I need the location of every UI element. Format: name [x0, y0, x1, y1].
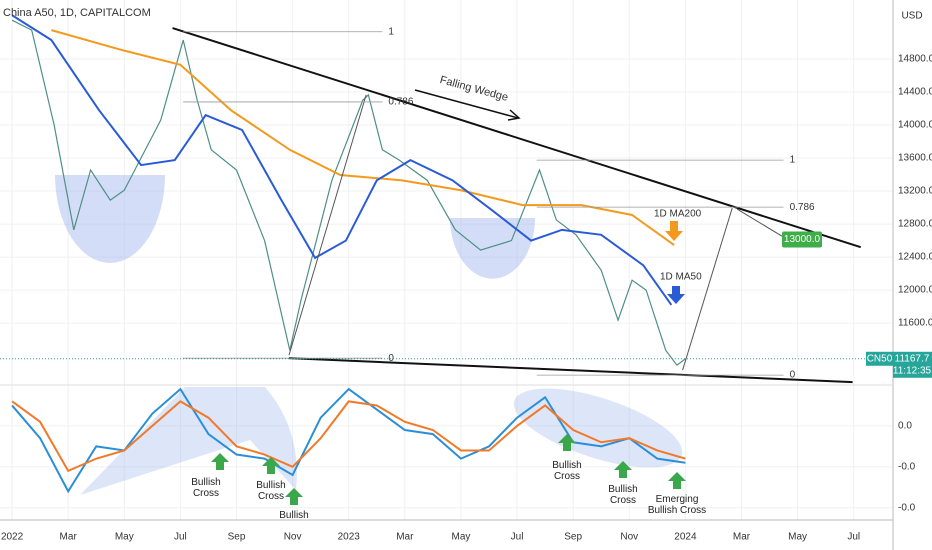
projection [288, 94, 367, 356]
x-tick-label: 2023 [338, 532, 361, 543]
x-tick-label: Mar [396, 532, 414, 543]
trendline [172, 27, 862, 249]
macd-zone [513, 388, 683, 468]
arrow-icon [262, 457, 280, 474]
target-box [782, 231, 822, 248]
annotation: Bullish [254, 510, 334, 521]
annotation-text: Bullish Cross [608, 484, 638, 506]
annotation: Bullish Cross [231, 480, 311, 502]
annotation-text: Bullish Cross [191, 477, 221, 499]
axes-layer: 2022 Mar May Jul Sep Nov 2023 Mar May Jul Sep Nov 20… [1, 54, 932, 543]
chart-title: China A50, 1D, CAPITALCOM [3, 7, 151, 19]
y-tick-label: 12800.0 [898, 219, 932, 230]
grid-layer [0, 0, 893, 520]
y-tick-label: 12400.0 [898, 252, 932, 263]
annotation: Bullish Cross [527, 460, 607, 482]
y2-tick-label: -0.0 [898, 502, 916, 513]
y-tick-label: 14400.0 [898, 87, 932, 98]
ma-label: 1D MA200 [654, 209, 702, 220]
arrow-icon [211, 453, 229, 470]
series-line [11, 14, 673, 306]
arrow-icon [614, 461, 632, 478]
price-label: 11:12:35 [893, 365, 932, 376]
macd-zone [80, 387, 297, 495]
trendline [288, 357, 853, 384]
target-label: 13000.0 [784, 234, 821, 245]
y2-tick-label: -0.0 [898, 461, 916, 472]
y-tick-label: 13600.0 [898, 153, 932, 164]
x-tick-label: Sep [564, 532, 582, 543]
fib-label: 0.786 [388, 97, 413, 108]
annotation-text: Bullish Cross [256, 480, 286, 502]
fib-label: 0 [790, 370, 796, 381]
x-tick-label: Mar [733, 532, 751, 543]
annotation-text: Emerging Bullish Cross [647, 494, 707, 516]
arrow-icon [285, 488, 303, 505]
arrow-icon [558, 434, 576, 451]
projection [682, 207, 733, 371]
y-tick-label: 14000.0 [898, 120, 932, 131]
price-axis-bg [893, 0, 932, 550]
fib-label: 1 [790, 155, 796, 166]
x-tick-label: 2022 [1, 532, 24, 543]
x-tick-label: May [788, 532, 807, 543]
fib-label: 1 [388, 26, 394, 37]
annotation: Emerging Bullish Cross [637, 494, 717, 516]
marks-layer: 1 0.786 0 1 0.786 0 13000.0 [0, 14, 893, 494]
arrow-icon [668, 472, 686, 489]
x-tick-label: Nov [284, 532, 302, 543]
y2-tick-label: 0.0 [898, 421, 912, 432]
x-tick-label: Nov [620, 532, 638, 543]
fib-label: 0 [388, 353, 394, 364]
price-label: CN50 [867, 353, 893, 364]
price-box [893, 351, 932, 378]
x-tick-label: 2024 [674, 532, 697, 543]
symbol-box [866, 351, 893, 366]
y-tick-label: 13200.0 [898, 186, 932, 197]
cup-shape [450, 218, 535, 279]
arrow-head [507, 109, 521, 121]
annotation-text: Bullish [279, 510, 309, 521]
x-tick-label: Sep [228, 532, 246, 543]
annotation: Bullish Cross [180, 477, 260, 499]
x-tick-label: Jul [174, 532, 187, 543]
x-tick-label: Jul [847, 532, 860, 543]
ma-label: 1D MA50 [660, 272, 702, 283]
x-tick-label: Jul [511, 532, 524, 543]
currency: USD [901, 11, 922, 22]
arrow-icon [665, 221, 683, 241]
y-tick-label: 14800.0 [898, 54, 932, 65]
price-label: 11167.7 [895, 353, 930, 364]
annotation: Bullish Cross [583, 484, 663, 506]
green-arrows [211, 434, 686, 505]
y-tick-label: 12000.0 [898, 285, 932, 296]
series-line [11, 400, 686, 473]
arrow-icon [667, 286, 685, 304]
x-tick-label: May [451, 532, 470, 543]
y-tick-label: 11600.0 [898, 318, 932, 329]
x-tick-label: Mar [60, 532, 78, 543]
annotation-text: Bullish Cross [552, 460, 582, 482]
fib-label: 0.786 [790, 202, 815, 213]
x-tick-label: May [115, 532, 134, 543]
series-line [51, 29, 675, 246]
arrow [414, 89, 519, 119]
